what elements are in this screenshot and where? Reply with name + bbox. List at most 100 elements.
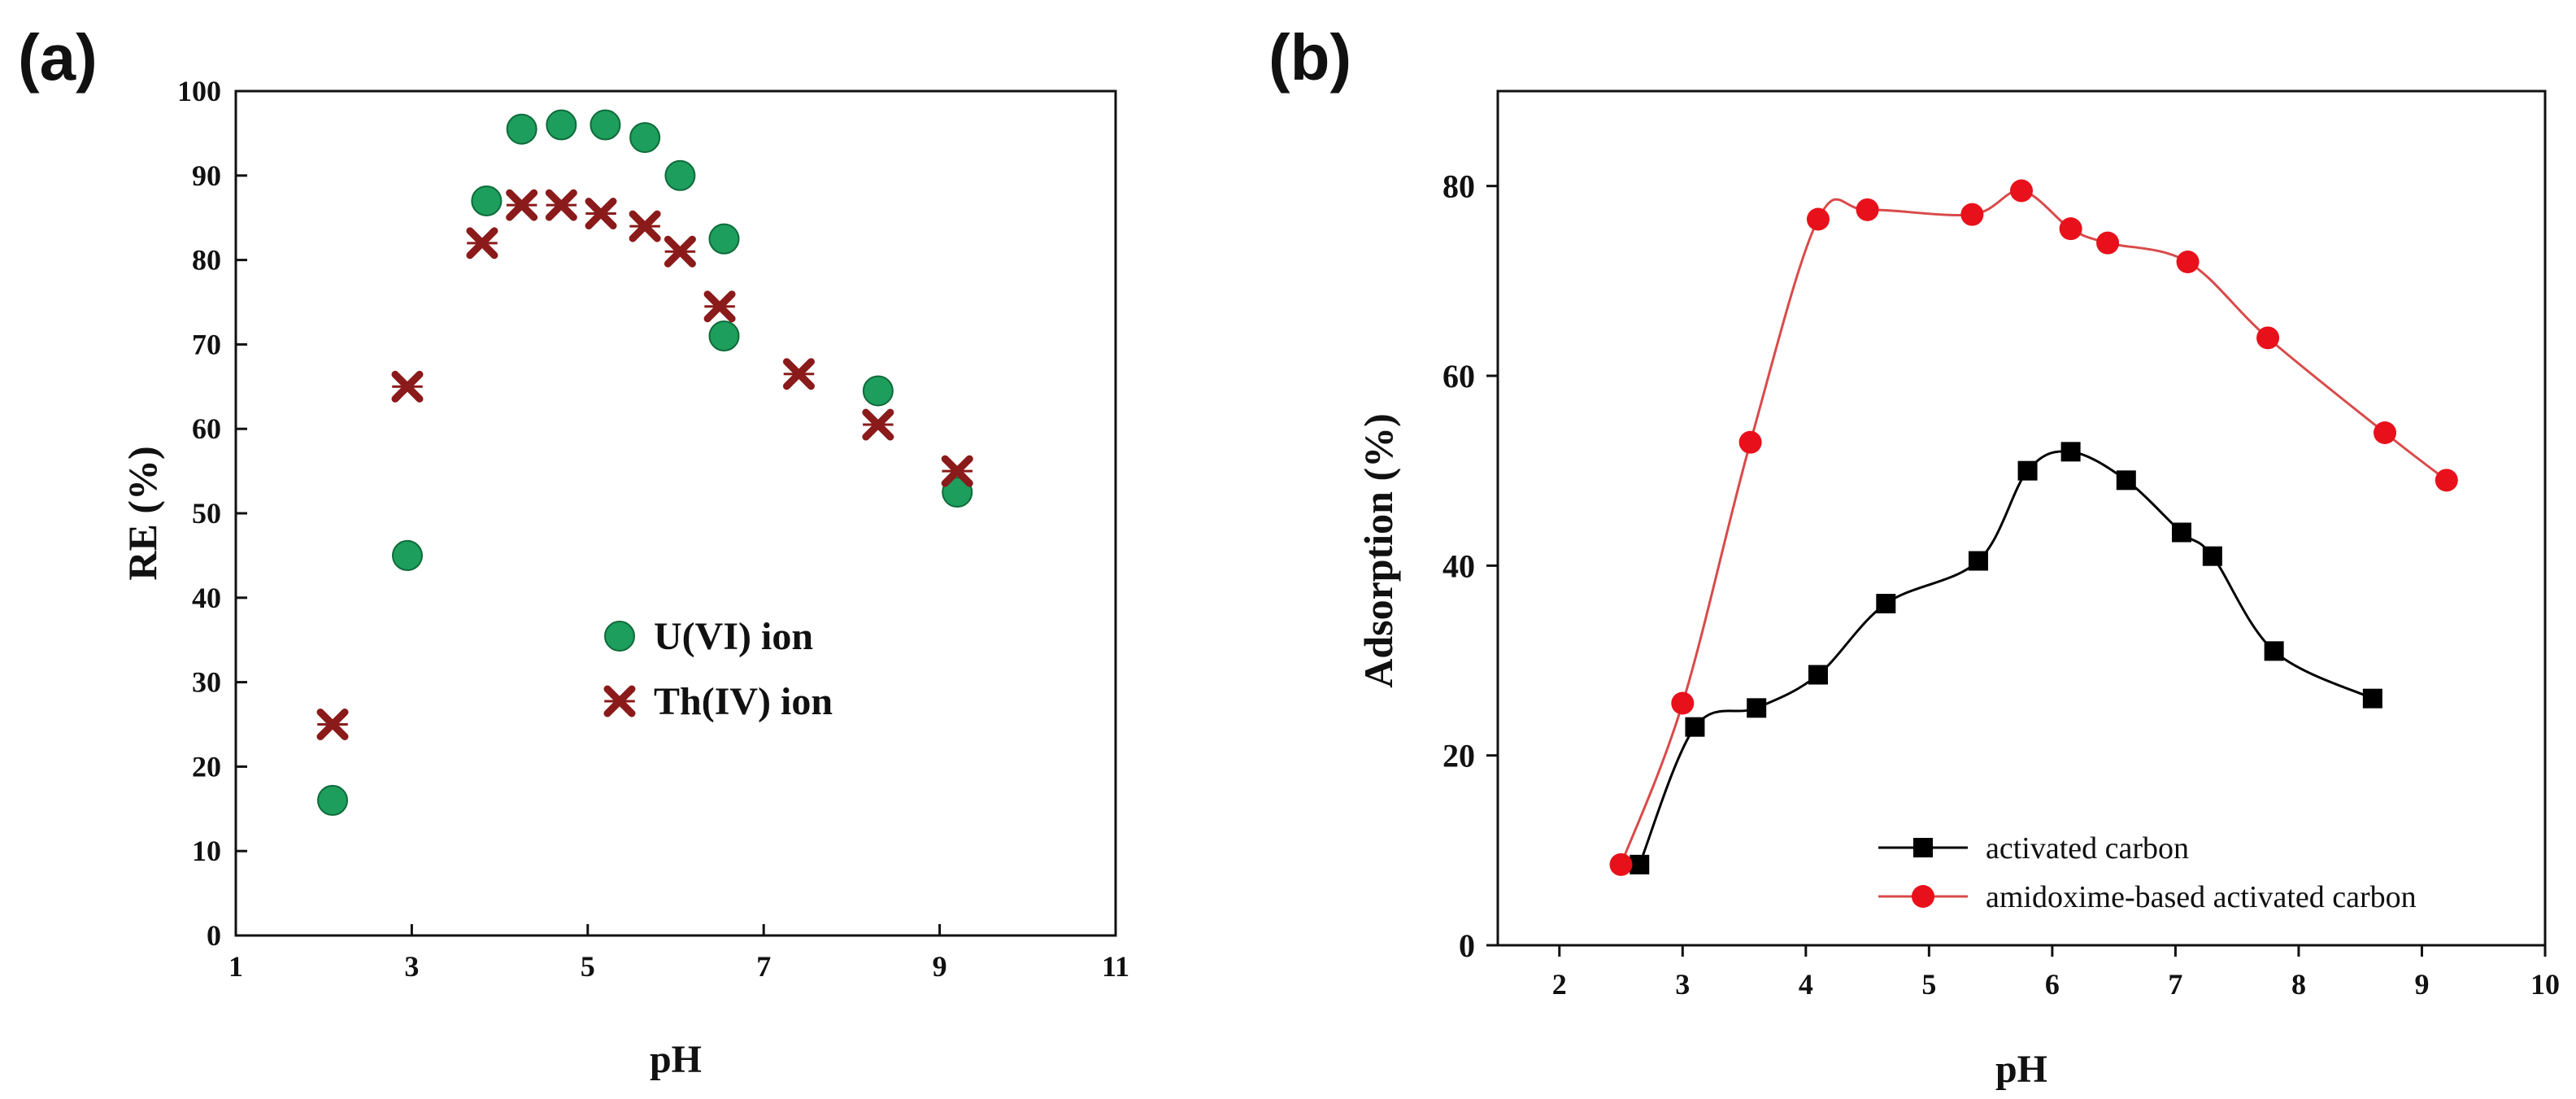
panel-a-x-tick-label: 11 [1102,950,1129,983]
panel-a: (a) 1 3 5 7 9 11 0 10 20 30 40 50 60 70 80 90 100 pH RE (%… [18,21,1129,1081]
panel-b-plot-area: 2 3 4 5 6 7 8 9 10 0 20 40 60 80 pH Adsorption (%) activ… [1355,89,2560,1091]
panel-a-th-iv-point [506,189,538,221]
panel-a-th-iv-point [782,358,815,390]
panel-a-y-tick-label: 100 [177,75,221,107]
panel-b-amidoxime-point [1671,691,1695,715]
panel-a-th-iv-point [585,198,617,230]
panel-a-y-tick-label: 40 [192,582,221,614]
panel-b-x-tick-label: 10 [2530,968,2560,1001]
panel-a-y-tick-label: 10 [192,835,221,867]
panel-a-y-tick-label: 20 [192,750,221,783]
panel-a-y-tick-label: 70 [192,328,221,360]
panel-b-activated-carbon-point [2264,641,2284,661]
panel-b-activated-carbon-point [2060,442,2081,462]
panel-a-x-tick-label: 9 [933,950,947,983]
panel-b-activated-carbon-point [1968,551,1988,571]
panel-b-legend-activated-carbon-marker [1913,838,1933,857]
panel-b-amidoxime-point [1960,203,1984,226]
panel-b-amidoxime-point [2010,179,2033,203]
panel-b-x-tick-label: 6 [2045,968,2060,1001]
panel-a-th-iv-point [629,210,661,242]
panel-b-y-tick-label: 40 [1442,547,1475,584]
panel-a-label: (a) [18,21,98,94]
panel-a-u-vi-point [708,321,740,352]
panel-a-u-vi-point [471,185,503,216]
panel-b-amidoxime-point [2256,326,2280,350]
panel-b-x-axis-title: pH [1995,1048,2047,1091]
panel-b-activated-carbon-point [1808,665,1828,685]
panel-b-x-tick-label: 5 [1921,968,1936,1001]
panel-b-x-tick-label: 3 [1675,968,1690,1001]
panel-b-x-tick-label: 2 [1552,968,1567,1001]
panel-a-legend-u-vi-label: U(VI) ion [654,615,813,658]
panel-b-amidoxime-point [2176,251,2200,273]
panel-a-th-iv-point [862,408,894,441]
panel-a-legend-th-iv-marker [603,685,636,717]
panel-b-activated-carbon-point [2202,546,2222,566]
panel-a-x-tick-label: 7 [756,950,771,983]
panel-b-y-axis-title: Adsorption (%) [1355,413,1401,688]
panel-a-u-vi-point [708,223,740,255]
panel-a-th-iv-point [545,189,577,221]
panel-a-axes-frame [234,89,1117,937]
panel-a-x-tick-label: 1 [228,950,243,983]
panel-a-y-tick-label: 0 [207,919,221,952]
panel-a-u-vi-point [942,477,973,508]
panel-a-y-tick-label: 90 [192,159,221,192]
panel-b-activated-carbon-point [2362,688,2382,709]
panel-b-y-tick-label: 60 [1442,358,1475,395]
panel-b-label: (b) [1268,21,1351,94]
panel-b-amidoxime-point [1806,207,1830,231]
panel-b-x-tick-label: 9 [2414,968,2429,1001]
panel-b-y-tick-label: 0 [1459,927,1475,964]
panel-b-amidoxime-point [2096,231,2120,255]
panel-a-y-tick-label: 60 [192,412,221,445]
panel-a-y-tick-label: 80 [192,244,221,277]
panel-a-th-iv-point [466,227,498,259]
panel-b-activated-carbon-point [2116,470,2136,491]
panel-b-activated-carbon-point [2171,522,2191,543]
panel-a-th-iv-point [941,455,973,487]
panel-b-amidoxime-point [1856,198,1879,221]
panel-b-amidoxime-point [2435,469,2458,492]
panel-b-activated-carbon-line [1638,450,2374,866]
panel-b-amidoxime-point [2374,421,2397,444]
panel-b-activated-carbon-point [2017,460,2038,481]
panel-b-amidoxime-point [1609,853,1633,876]
panel-b-axes-frame [1496,89,2547,947]
panel-a-th-iv-point [316,709,349,740]
panel-a-u-vi-point [862,375,894,407]
panel-a-u-vi-point [317,784,349,816]
panel-b-y-tick-label: 20 [1442,738,1475,774]
panel-b-legend-amidoxime-marker [1912,885,1934,908]
panel-b-amidoxime-point [1738,430,1762,454]
panel-a-x-tick-label: 3 [404,950,419,983]
panel-b-activated-carbon-point [1685,717,1705,737]
panel-a-x-tick-label: 5 [581,950,595,983]
panel-b-amidoxime-line [1620,189,2448,866]
panel-a-th-iv-point [664,235,696,268]
panel-a-plot-area: 1 3 5 7 9 11 0 10 20 30 40 50 60 70 80 90 100 pH RE (%) U(V… [120,75,1129,1081]
panel-a-u-vi-point [664,159,696,191]
panel-b-amidoxime-point [2059,217,2082,241]
panel-b-x-tick-label: 8 [2291,968,2306,1001]
panel-a-u-vi-point [506,113,537,145]
panel-b-y-tick-label: 80 [1442,168,1475,205]
panel-a-legend-th-iv-label: Th(IV) ion [654,680,833,723]
panel-b-x-tick-label: 4 [1799,968,1813,1001]
panel-a-u-vi-point [629,122,661,154]
panel-b-legend-amidoxime-label: amidoxime-based activated carbon [1986,880,2417,914]
panel-a-th-iv-point [391,370,424,403]
panel-a-legend-u-vi-marker [604,621,635,652]
panel-b-x-tick-label: 7 [2168,968,2182,1001]
panel-b-legend-activated-carbon-label: activated carbon [1986,831,2189,866]
panel-b: (b) 2 3 4 5 6 7 8 9 10 0 20 40 60 80 pH Adsorption (%) a… [1268,21,2560,1091]
panel-a-y-tick-label: 30 [192,666,221,699]
panel-a-y-tick-label: 50 [192,497,221,530]
panel-b-activated-carbon-point [1747,698,1767,718]
panel-a-u-vi-point [546,109,577,141]
panel-a-u-vi-point [590,109,621,141]
panel-a-x-axis-title: pH [650,1038,702,1081]
panel-b-activated-carbon-point [1630,854,1650,874]
